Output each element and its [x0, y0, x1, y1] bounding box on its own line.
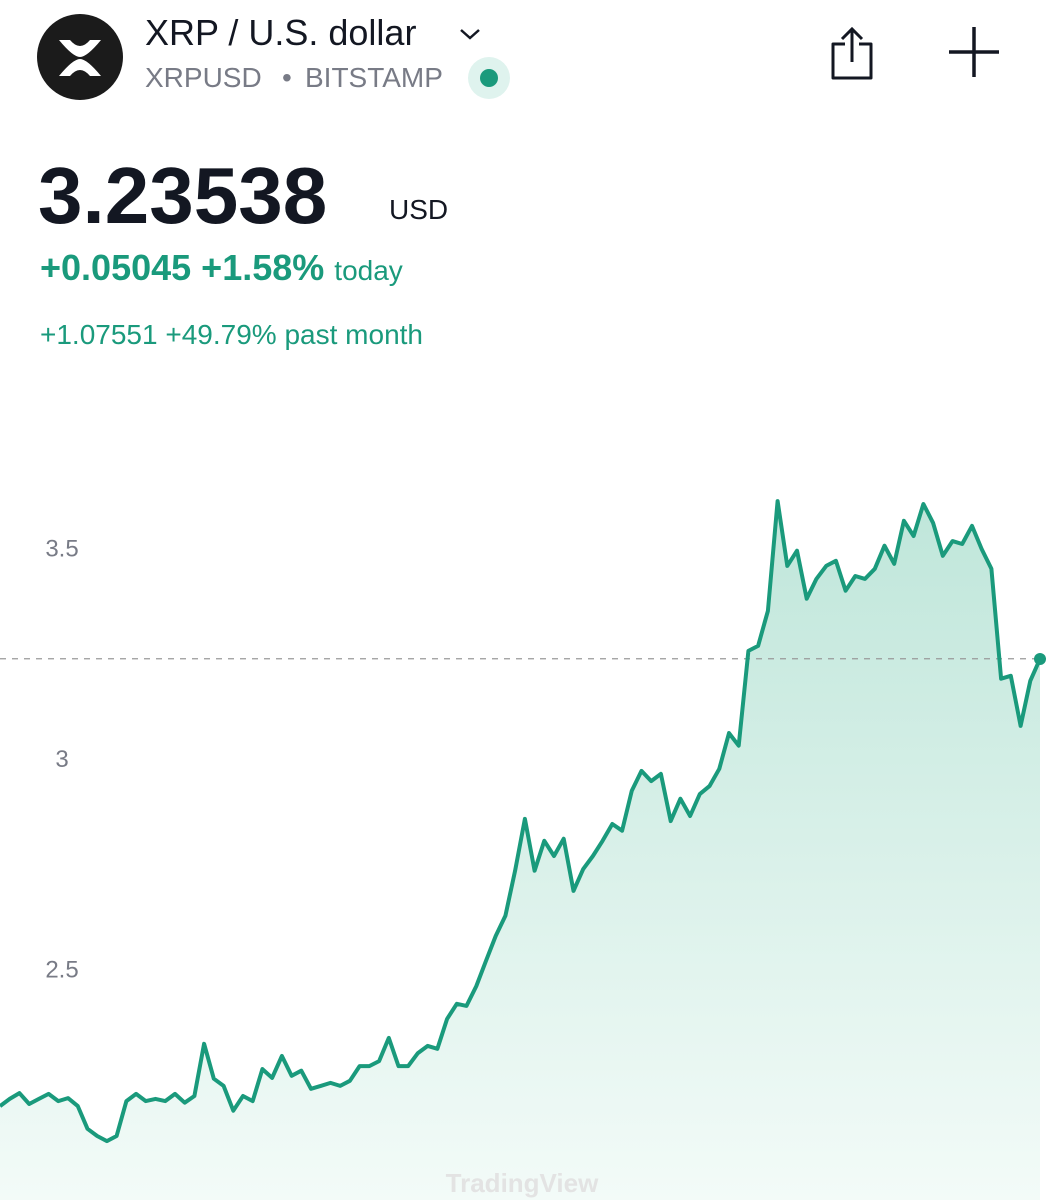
- price-line: [0, 499, 1042, 1144]
- y-tick-label: 3.5: [45, 535, 78, 562]
- last-point: [1034, 652, 1046, 665]
- change-abs: +1.07551: [40, 319, 158, 350]
- dropdown-chevron[interactable]: [458, 26, 482, 42]
- y-tick-label: 3: [55, 746, 68, 773]
- watermark: TradingView: [446, 1168, 599, 1198]
- change-month: +1.07551 +49.79% past month: [40, 319, 423, 351]
- change-pct: +1.58%: [201, 247, 325, 288]
- symbol-title[interactable]: XRP / U.S. dollar: [145, 12, 417, 53]
- coin-logo: [37, 14, 123, 100]
- change-today: +0.05045 +1.58% today: [40, 247, 403, 289]
- y-tick-label: 2.5: [45, 956, 78, 983]
- currency: USD: [389, 194, 449, 225]
- change-period: past month: [284, 319, 423, 350]
- share-button[interactable]: [828, 26, 876, 82]
- change-abs: +0.05045: [40, 247, 192, 288]
- exchange: BITSTAMP: [305, 62, 443, 93]
- market-status: [468, 57, 510, 99]
- ticker: XRPUSD: [145, 62, 262, 93]
- add-button[interactable]: [946, 24, 1002, 80]
- change-pct: +49.79%: [165, 319, 277, 350]
- price: 3.23538: [38, 151, 328, 240]
- change-period: today: [334, 255, 403, 286]
- separator: •: [282, 62, 292, 93]
